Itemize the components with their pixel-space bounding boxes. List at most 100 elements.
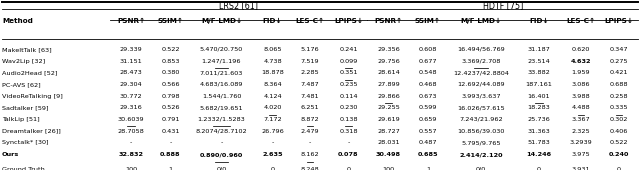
Text: 0.888: 0.888 <box>160 152 180 157</box>
Text: 0.421: 0.421 <box>610 70 628 75</box>
Text: 0.258: 0.258 <box>610 94 628 99</box>
Text: 32.832: 32.832 <box>118 152 143 157</box>
Text: 28.031: 28.031 <box>377 140 400 145</box>
Text: 8.065: 8.065 <box>263 47 282 52</box>
Text: 29.339: 29.339 <box>120 47 143 52</box>
Text: 1.959: 1.959 <box>572 70 590 75</box>
Text: 5.176: 5.176 <box>301 47 319 52</box>
Text: 0.241: 0.241 <box>339 47 358 52</box>
Text: Wav2Lip [32]: Wav2Lip [32] <box>2 58 45 64</box>
Text: 0.677: 0.677 <box>419 58 437 64</box>
Text: 25.736: 25.736 <box>527 117 550 122</box>
Text: 0.487: 0.487 <box>419 140 437 145</box>
Text: 2.325: 2.325 <box>572 129 590 134</box>
Text: 16.026/57.615: 16.026/57.615 <box>458 105 505 110</box>
Text: 7.487: 7.487 <box>301 82 319 87</box>
Text: 5.795/9.765: 5.795/9.765 <box>461 140 501 145</box>
Text: 0.522: 0.522 <box>610 140 628 145</box>
Text: TalkLip [51]: TalkLip [51] <box>2 117 40 122</box>
Text: 3.086: 3.086 <box>572 82 590 87</box>
Text: 2.414/2.120: 2.414/2.120 <box>460 152 503 157</box>
Text: 0: 0 <box>271 167 275 170</box>
Text: Ours: Ours <box>2 152 19 157</box>
Text: -: - <box>220 140 223 145</box>
Text: 0.380: 0.380 <box>161 70 180 75</box>
Text: 0.302: 0.302 <box>610 117 628 122</box>
Text: Ground Truth: Ground Truth <box>2 167 45 170</box>
Text: 7.519: 7.519 <box>301 58 319 64</box>
Text: 0.566: 0.566 <box>161 82 180 87</box>
Text: 1: 1 <box>168 167 173 170</box>
Text: Method: Method <box>2 18 33 24</box>
Text: 29.316: 29.316 <box>120 105 143 110</box>
Text: 4.683/16.089: 4.683/16.089 <box>200 82 243 87</box>
Text: 187.161: 187.161 <box>525 82 552 87</box>
Text: -: - <box>271 140 274 145</box>
Text: 0.853: 0.853 <box>161 58 180 64</box>
Text: 0.659: 0.659 <box>419 117 437 122</box>
Text: 4.738: 4.738 <box>263 58 282 64</box>
Text: 3.975: 3.975 <box>572 152 590 157</box>
Text: 7.243/21.962: 7.243/21.962 <box>460 117 503 122</box>
Text: 10.856/39.030: 10.856/39.030 <box>458 129 505 134</box>
Text: 1.2332/1.5283: 1.2332/1.5283 <box>198 117 245 122</box>
Text: PC-AVS [62]: PC-AVS [62] <box>2 82 40 87</box>
Text: 0.620: 0.620 <box>572 47 590 52</box>
Text: 12.4237/42.8804: 12.4237/42.8804 <box>453 70 509 75</box>
Text: 0.235: 0.235 <box>339 82 358 87</box>
Text: 31.363: 31.363 <box>527 129 550 134</box>
Text: 23.514: 23.514 <box>527 58 550 64</box>
Text: 3.993/3.637: 3.993/3.637 <box>461 94 501 99</box>
Text: 29.866: 29.866 <box>377 94 400 99</box>
Text: 0.347: 0.347 <box>610 47 628 52</box>
Text: -: - <box>169 140 172 145</box>
Text: 1: 1 <box>426 167 430 170</box>
Text: 14.246: 14.246 <box>526 152 552 157</box>
Text: -: - <box>130 140 132 145</box>
Text: 8.2074/28.7102: 8.2074/28.7102 <box>196 129 247 134</box>
Text: 0.138: 0.138 <box>339 117 358 122</box>
Text: 8.162: 8.162 <box>301 152 319 157</box>
Text: LES-C↑: LES-C↑ <box>566 18 595 24</box>
Text: 18.283: 18.283 <box>527 105 550 110</box>
Text: HDTF [75]: HDTF [75] <box>483 1 523 10</box>
Text: 0.230: 0.230 <box>339 105 358 110</box>
Text: 30.772: 30.772 <box>120 94 142 99</box>
Text: 5.682/19.651: 5.682/19.651 <box>200 105 243 110</box>
Text: 0.798: 0.798 <box>161 94 180 99</box>
Text: 0.791: 0.791 <box>161 117 180 122</box>
Text: FID↓: FID↓ <box>263 18 282 24</box>
Text: 1.544/1.760: 1.544/1.760 <box>202 94 241 99</box>
Text: Dreamtalker [26]]: Dreamtalker [26]] <box>2 129 61 134</box>
Text: 0.431: 0.431 <box>161 129 180 134</box>
Text: 1.247/1.196: 1.247/1.196 <box>202 58 241 64</box>
Text: 2.285: 2.285 <box>301 70 319 75</box>
Text: LPIPS↓: LPIPS↓ <box>334 18 363 24</box>
Text: 16.401: 16.401 <box>527 94 550 99</box>
Text: M/F-LMD↓: M/F-LMD↓ <box>461 18 502 24</box>
Text: 0.688: 0.688 <box>610 82 628 87</box>
Text: 0.275: 0.275 <box>610 58 628 64</box>
Text: 0.099: 0.099 <box>339 58 358 64</box>
Text: 26.796: 26.796 <box>261 129 284 134</box>
Text: 0.608: 0.608 <box>419 47 437 52</box>
Text: 29.356: 29.356 <box>377 47 400 52</box>
Text: 33.882: 33.882 <box>527 70 550 75</box>
Text: 3.2939: 3.2939 <box>570 140 592 145</box>
Text: 2.635: 2.635 <box>262 152 283 157</box>
Text: 0.673: 0.673 <box>419 94 437 99</box>
Text: 0.240: 0.240 <box>609 152 629 157</box>
Text: 0.548: 0.548 <box>419 70 437 75</box>
Text: 100: 100 <box>383 167 395 170</box>
Text: 7.172: 7.172 <box>263 117 282 122</box>
Text: PSNR↑: PSNR↑ <box>117 18 145 24</box>
Text: 3.369/2.708: 3.369/2.708 <box>461 58 501 64</box>
Text: 5.470/20.750: 5.470/20.750 <box>200 47 243 52</box>
Text: 8.364: 8.364 <box>263 82 282 87</box>
Text: 28.7058: 28.7058 <box>118 129 145 134</box>
Text: 100: 100 <box>125 167 137 170</box>
Text: 7.011/21.603: 7.011/21.603 <box>200 70 243 75</box>
Text: PSNR↑: PSNR↑ <box>374 18 403 24</box>
Text: 0.406: 0.406 <box>610 129 628 134</box>
Text: 29.619: 29.619 <box>377 117 400 122</box>
